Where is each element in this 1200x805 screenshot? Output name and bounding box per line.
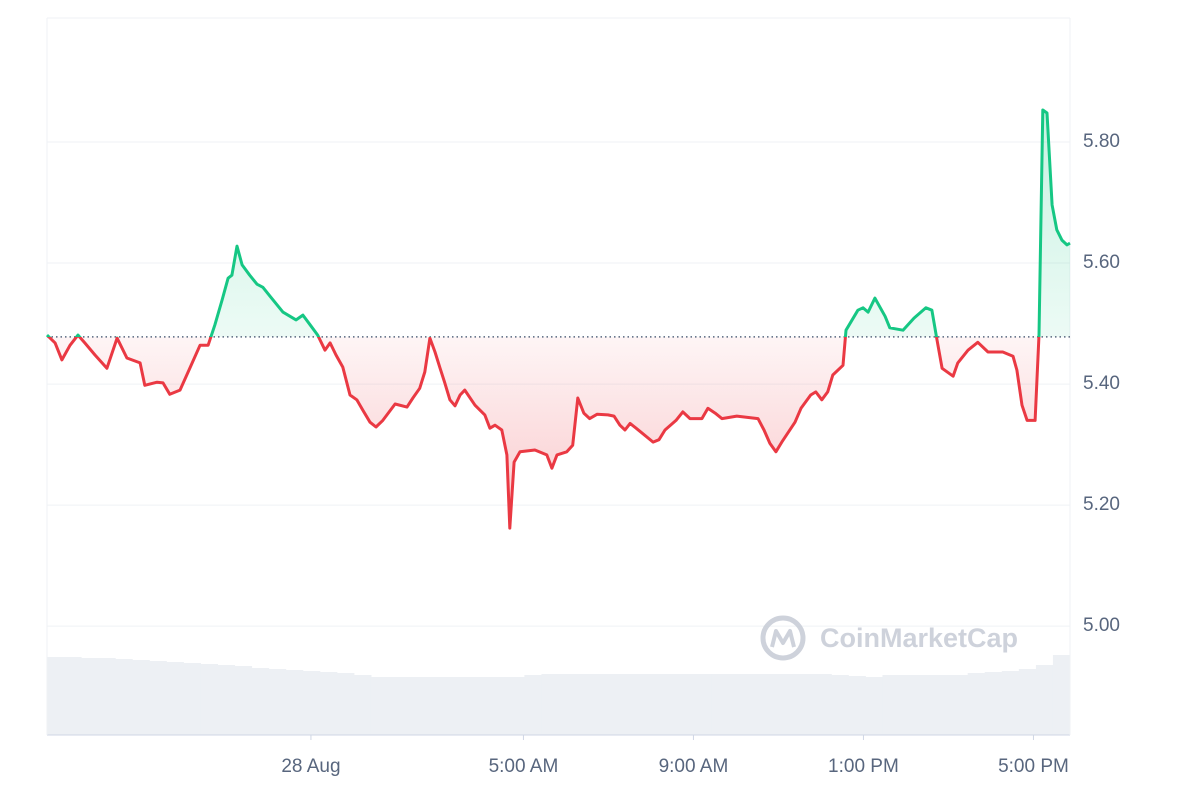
volume-bar <box>882 675 900 735</box>
volume-bar <box>1001 671 1020 735</box>
volume-bar <box>831 675 849 735</box>
watermark-text: CoinMarketCap <box>820 623 1018 653</box>
volume-bar <box>234 666 253 735</box>
y-tick-label: 5.40 <box>1083 373 1120 394</box>
volume-bar <box>729 674 747 735</box>
volume-bar <box>81 658 99 735</box>
area <box>47 110 1070 529</box>
x-tick-label: 28 Aug <box>281 756 340 777</box>
volume-bar <box>524 675 542 735</box>
volume-bar <box>473 677 491 735</box>
volume-bar <box>797 674 815 735</box>
volume-bar <box>984 672 1003 735</box>
volume-bar <box>422 677 440 735</box>
volume-bar <box>370 677 389 735</box>
volume-bar <box>166 662 184 735</box>
y-tick-label: 5.00 <box>1083 615 1120 636</box>
volume-bar <box>1052 655 1071 735</box>
volume-bar <box>149 661 167 735</box>
volume-bar <box>558 674 577 735</box>
volume-bar <box>1018 669 1037 735</box>
volume-bar <box>609 674 628 735</box>
volume-bar <box>132 660 150 735</box>
volume-bar <box>285 670 304 735</box>
x-tick-label: 9:00 AM <box>659 756 729 777</box>
volume-bar <box>47 657 65 735</box>
volume-bar <box>251 668 270 735</box>
volume-bar <box>660 674 679 735</box>
volume-bar <box>933 675 952 735</box>
volume-bar <box>388 677 406 735</box>
x-tick-label: 1:00 PM <box>828 756 899 777</box>
volume-bar <box>814 674 832 735</box>
volume-bar <box>490 677 508 735</box>
volume-bar <box>711 674 730 735</box>
volume-bar <box>302 671 321 735</box>
volume-bar <box>950 675 969 735</box>
volume-bar <box>643 674 662 735</box>
price-line <box>45 108 1071 530</box>
y-tick-label: 5.60 <box>1083 252 1120 273</box>
volume-bar <box>405 677 423 735</box>
volume-bar <box>353 675 372 735</box>
volume-bar <box>439 677 457 735</box>
volume-bar <box>865 677 883 735</box>
volume-bar <box>677 674 696 735</box>
watermark-logo <box>760 615 806 661</box>
volume-bar <box>899 675 918 735</box>
volume-bar <box>575 674 594 735</box>
volume-bar <box>507 677 525 735</box>
y-tick-label: 5.20 <box>1083 494 1120 515</box>
volume-bar <box>916 675 935 735</box>
volume-bar <box>64 657 82 735</box>
x-tick-label: 5:00 PM <box>998 756 1069 777</box>
y-tick-label: 5.80 <box>1083 131 1120 152</box>
volume-bar <box>319 672 338 735</box>
volume-bar <box>780 674 798 735</box>
x-tick-label: 5:00 AM <box>489 756 559 777</box>
volume-bar <box>967 673 986 735</box>
volume-bar <box>694 674 713 735</box>
volume-bar <box>1035 665 1054 735</box>
watermark-logo <box>770 629 796 648</box>
volume-bar <box>848 676 866 735</box>
volume-bar <box>541 674 559 735</box>
volume-bar <box>268 669 287 735</box>
volume-bar <box>217 665 236 735</box>
volume-bar <box>746 674 764 735</box>
volume-bar <box>200 664 218 735</box>
watermark: CoinMarketCap <box>760 615 1018 661</box>
volume-bar <box>115 659 133 735</box>
volume-bar <box>592 674 611 735</box>
volume-bar <box>183 663 201 735</box>
volume-bar <box>336 673 355 735</box>
volume-bar <box>763 674 781 735</box>
volume-bar <box>98 658 116 735</box>
volume-bar <box>626 674 645 735</box>
volume-bar <box>456 677 474 735</box>
